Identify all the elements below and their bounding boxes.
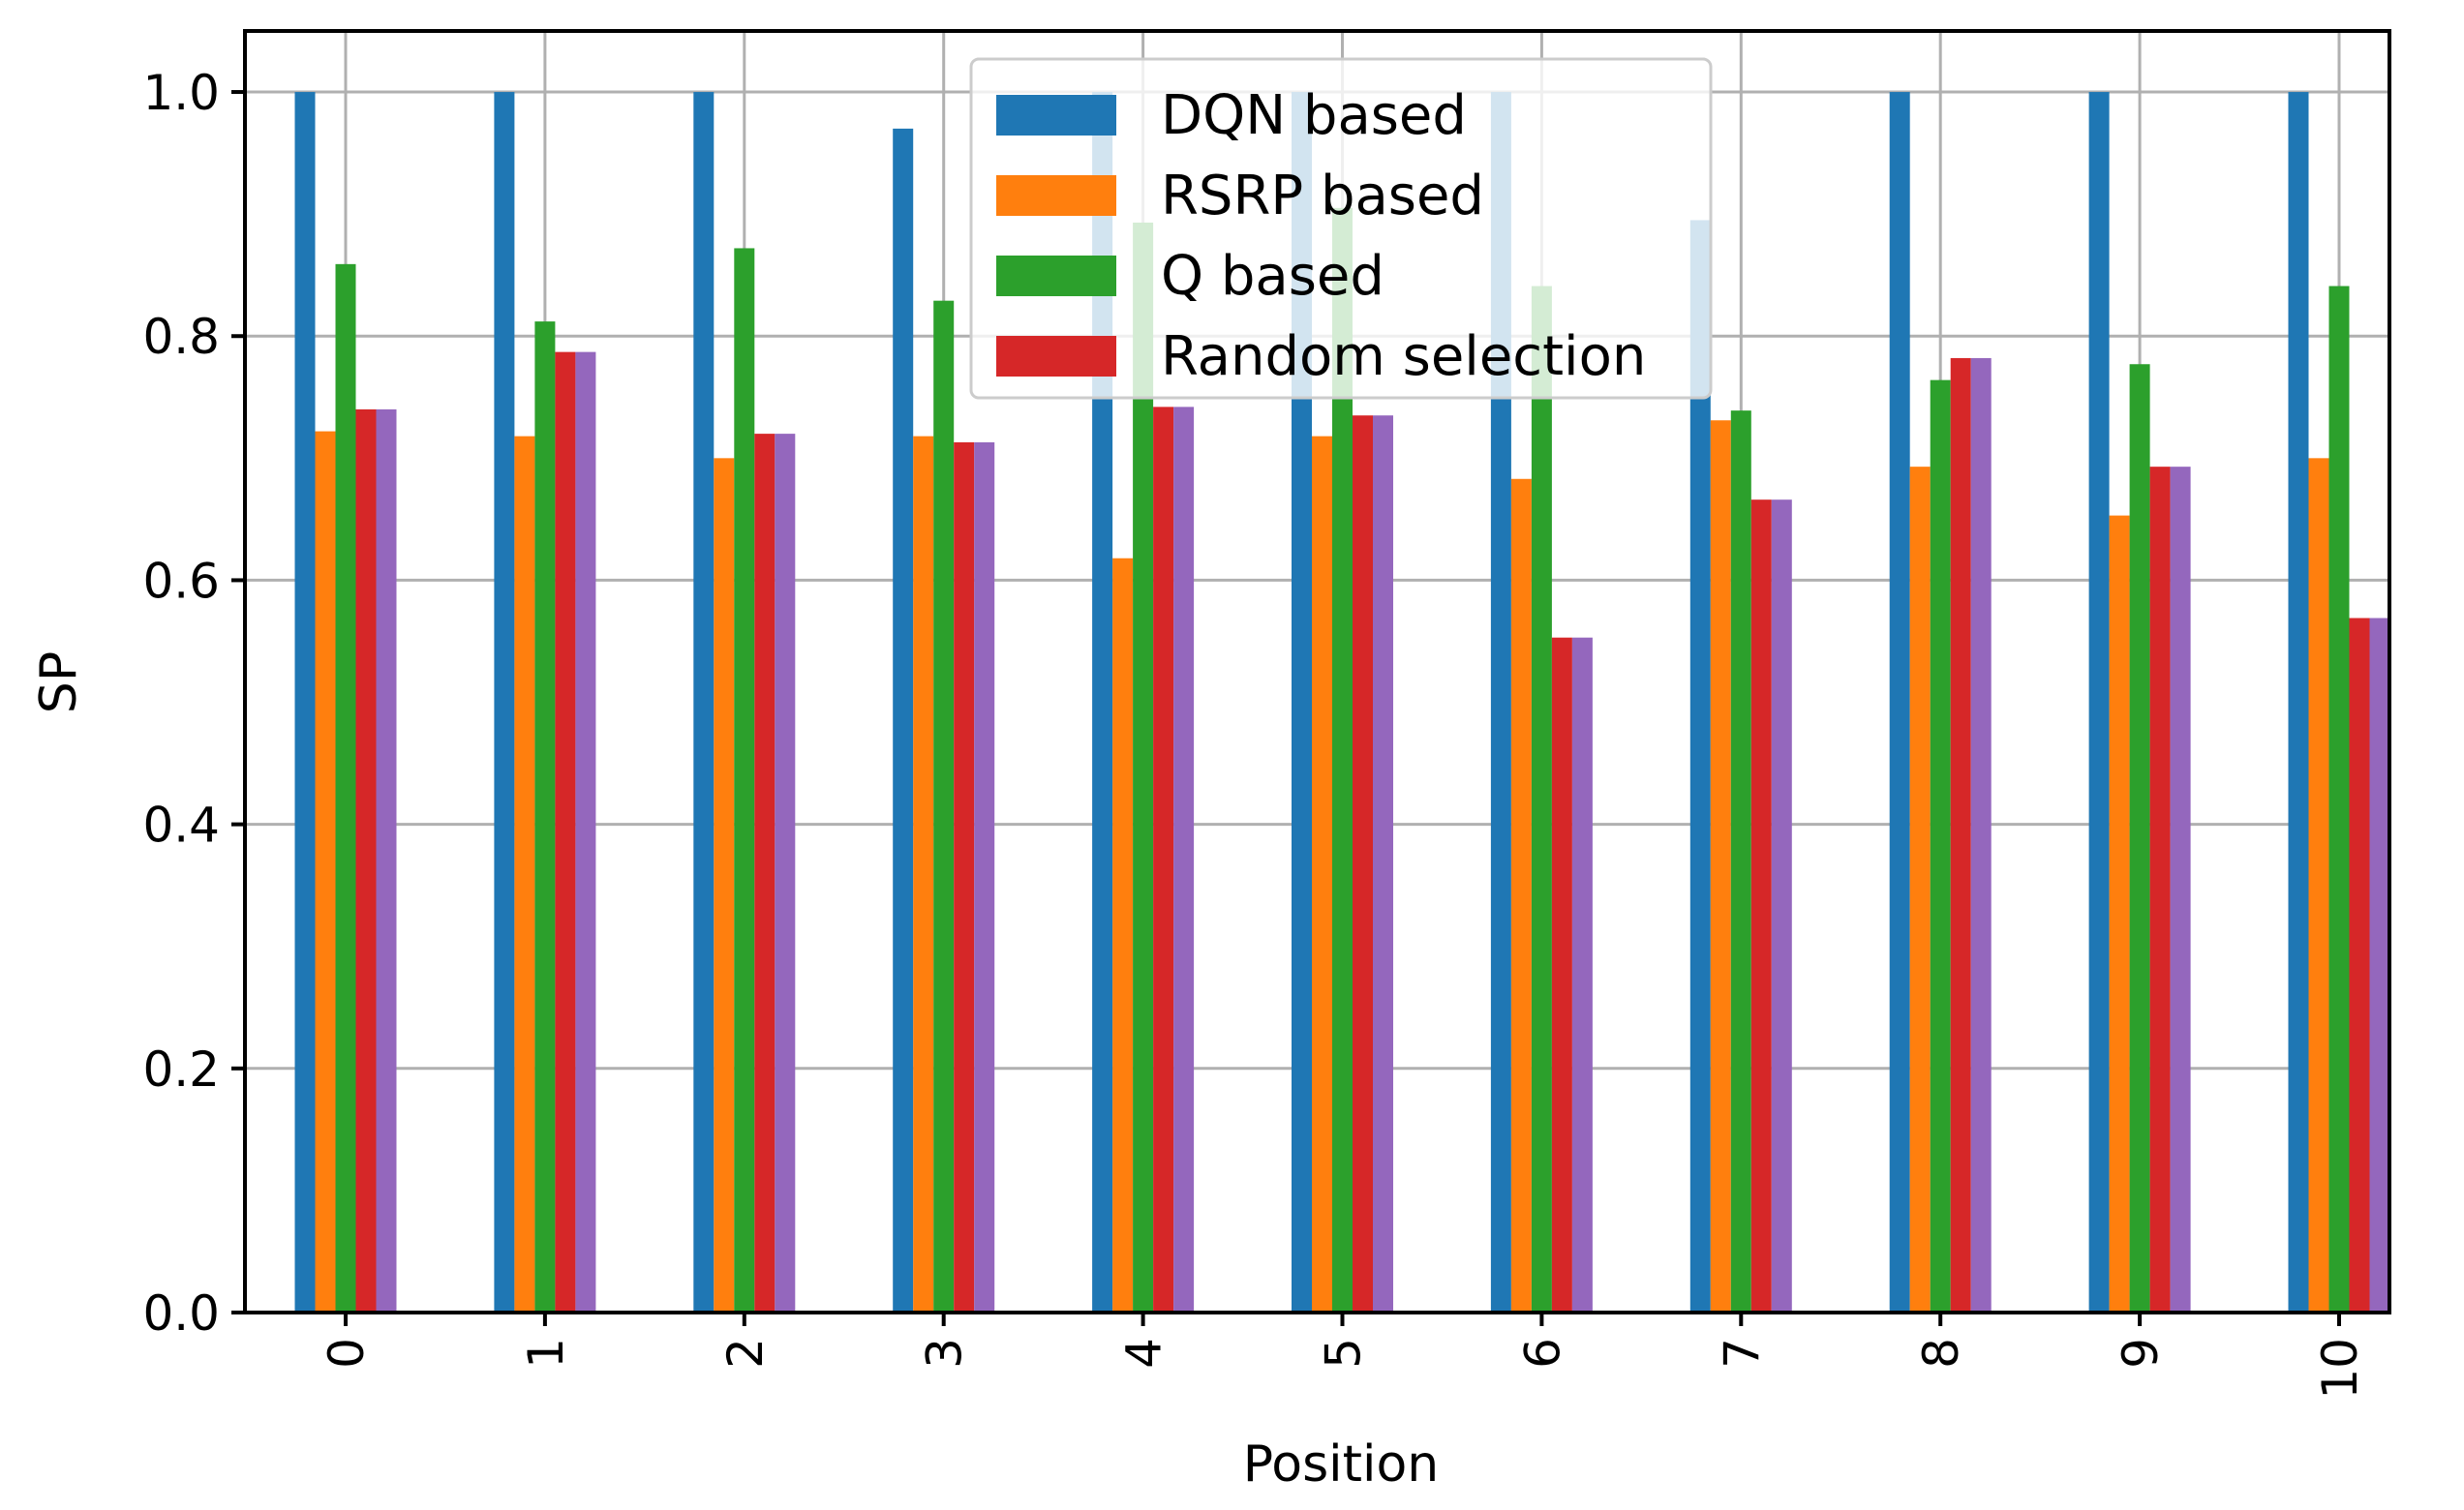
- x-tick-label: 3: [917, 1338, 973, 1369]
- x-tick-label: 8: [1913, 1338, 1969, 1369]
- y-tick-label: 0.2: [142, 1042, 220, 1098]
- bar: [2129, 364, 2150, 1313]
- bar: [775, 434, 796, 1314]
- x-tick-label: 2: [717, 1338, 774, 1369]
- bar: [1373, 415, 1393, 1313]
- x-tick-label: 9: [2113, 1338, 2169, 1369]
- bar: [376, 408, 397, 1313]
- legend-label: DQN based: [1161, 84, 1467, 147]
- bar: [1153, 407, 1174, 1314]
- bar: [1909, 467, 1931, 1313]
- bar: [1689, 220, 1711, 1313]
- bar: [714, 458, 735, 1313]
- x-axis-label: Position: [1243, 1435, 1439, 1494]
- bar: [315, 431, 336, 1313]
- bar: [1771, 499, 1792, 1313]
- legend-swatch: [996, 95, 1116, 136]
- bar: [1930, 379, 1951, 1313]
- bar: [1353, 415, 1373, 1313]
- x-tick-label: 6: [1514, 1338, 1570, 1369]
- bar: [1571, 637, 1593, 1313]
- bar: [2149, 467, 2171, 1313]
- bar: [355, 408, 377, 1313]
- series-3: [335, 207, 2350, 1314]
- bar: [1710, 420, 1731, 1314]
- bar: [933, 300, 955, 1314]
- plot-frame: [243, 29, 2391, 1314]
- bar: [494, 92, 515, 1314]
- bar: [2088, 92, 2110, 1314]
- series-4: [355, 351, 2370, 1314]
- bar: [335, 263, 356, 1313]
- bar: [2308, 458, 2329, 1313]
- y-tick-label: 0.0: [142, 1285, 220, 1342]
- legend-label: Random selection: [1161, 325, 1646, 388]
- bar: [1950, 357, 1971, 1313]
- bar: [2109, 515, 2130, 1313]
- bar: [1750, 499, 1772, 1313]
- bar: [514, 436, 535, 1313]
- bar: [1312, 436, 1332, 1313]
- bar: [1551, 637, 1572, 1313]
- legend-box: [969, 57, 1713, 400]
- x-tick-label: 4: [1116, 1338, 1172, 1369]
- legend-swatch: [996, 175, 1116, 216]
- bar: [1332, 207, 1353, 1313]
- y-axis-label: SP: [30, 651, 88, 713]
- ticks-layer: 0.0 0.2 0.4 0.6 0.8 1.0 0 1 2 3 4 5 6 7 8 9 10: [142, 65, 2368, 1400]
- axes-layer: [243, 29, 2391, 1314]
- y-tick-label: 1.0: [142, 65, 220, 121]
- bar: [1970, 357, 1992, 1313]
- bar: [1133, 222, 1154, 1314]
- legend-swatch: [996, 336, 1116, 377]
- y-tick-label: 0.8: [142, 309, 220, 365]
- bar: [954, 441, 975, 1314]
- series-2: [315, 420, 2329, 1314]
- bar: [1730, 410, 1751, 1313]
- x-tick-label: 5: [1316, 1338, 1372, 1369]
- bar: [754, 434, 776, 1314]
- series-5: [376, 351, 2390, 1314]
- bar: [734, 248, 755, 1314]
- bar: [2349, 618, 2370, 1313]
- bar: [2369, 618, 2390, 1313]
- bar: [693, 92, 715, 1314]
- bar: [555, 351, 576, 1313]
- legend-swatch: [996, 256, 1116, 296]
- x-tick-label: 0: [319, 1338, 375, 1369]
- bar: [1112, 558, 1134, 1313]
- bar: [1510, 478, 1532, 1313]
- y-tick-label: 0.6: [142, 553, 220, 609]
- bar: [893, 128, 914, 1313]
- bar: [1173, 407, 1195, 1314]
- y-tick-label: 0.4: [142, 798, 220, 854]
- x-tick-label: 7: [1714, 1338, 1770, 1369]
- legend-label: RSRP based: [1161, 165, 1484, 227]
- x-tick-label: 10: [2312, 1338, 2368, 1400]
- x-tick-label: 1: [518, 1338, 574, 1369]
- bar: [534, 321, 556, 1313]
- bar: [974, 441, 995, 1314]
- legend-label: Q based: [1161, 245, 1384, 308]
- bar: [1889, 92, 1910, 1314]
- bar: [575, 351, 596, 1313]
- bar: [913, 436, 934, 1313]
- bar: [294, 92, 316, 1314]
- legend: DQN based RSRP based Q based Random selecti…: [969, 57, 1713, 400]
- bar: [1531, 286, 1552, 1313]
- bar: [2328, 286, 2350, 1313]
- bar: [2170, 467, 2191, 1313]
- bar: [2288, 92, 2309, 1314]
